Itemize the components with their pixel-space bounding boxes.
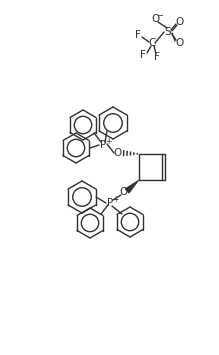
Text: −: − (157, 11, 164, 21)
Text: P: P (107, 198, 113, 208)
Text: O: O (151, 14, 159, 24)
Text: O: O (119, 187, 127, 197)
Text: F: F (154, 52, 160, 62)
Text: O: O (176, 17, 184, 27)
Text: O: O (175, 38, 183, 48)
Polygon shape (125, 180, 139, 193)
Text: F: F (135, 30, 141, 40)
Text: C: C (148, 38, 156, 48)
Text: S: S (165, 27, 171, 37)
Text: O: O (114, 148, 122, 158)
Text: F: F (140, 50, 146, 60)
Text: +: + (112, 195, 118, 203)
Text: +: + (105, 137, 111, 146)
Text: P: P (100, 140, 106, 150)
